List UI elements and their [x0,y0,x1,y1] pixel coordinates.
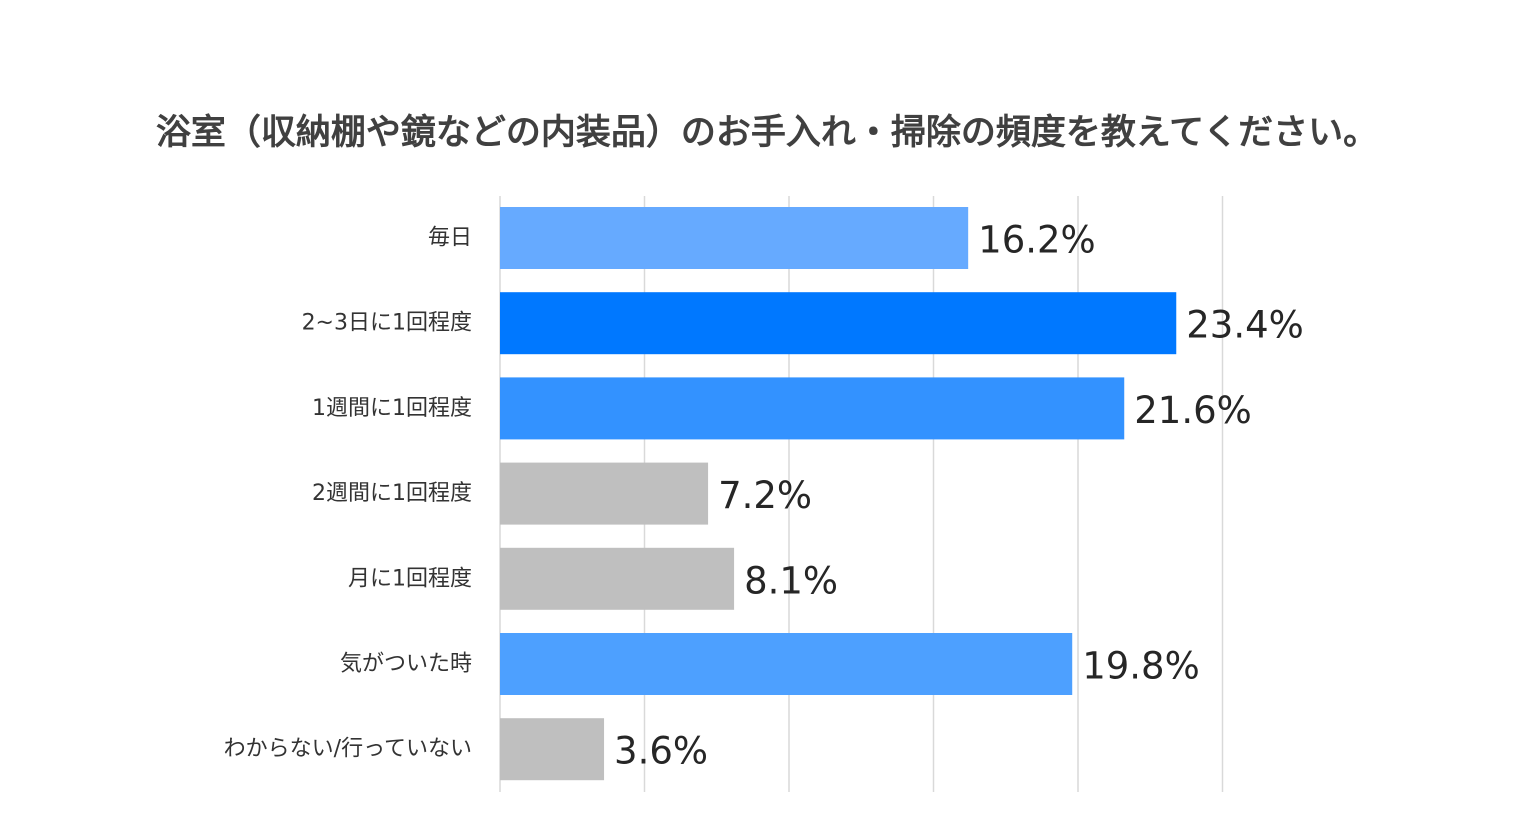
bars [500,207,1177,781]
bar [500,718,605,781]
chart-title: 浴室（収納棚や鏡などの内装品）のお手入れ・掃除の頻度を教えてください。 [155,113,1379,153]
bar [500,207,969,269]
data-label: 7.2% [718,474,812,517]
data-label: 16.2% [978,219,1096,262]
category-label: 2週間に1回程度 [312,481,472,506]
labels: 毎日 16.2% 2~3日に1回程度 23.4% 1週間に1回程度 21.6% 2週間に1回… [224,219,1304,773]
bar [500,547,735,610]
category-label: 月に1回程度 [348,566,472,591]
category-label: 気がついた時 [340,652,472,677]
data-label: 19.8% [1082,645,1200,688]
bar [500,462,709,525]
category-label: 1週間に1回程度 [312,396,472,421]
bar [500,377,1125,440]
data-label: 23.4% [1186,304,1304,347]
bar [500,633,1073,695]
bar [500,292,1177,355]
category-label: わからない/行っていない [224,737,472,762]
data-label: 21.6% [1134,389,1252,432]
category-label: 2~3日に1回程度 [302,311,472,336]
category-label: 毎日 [428,226,472,251]
data-label: 8.1% [744,559,838,602]
data-label: 3.6% [614,730,708,773]
